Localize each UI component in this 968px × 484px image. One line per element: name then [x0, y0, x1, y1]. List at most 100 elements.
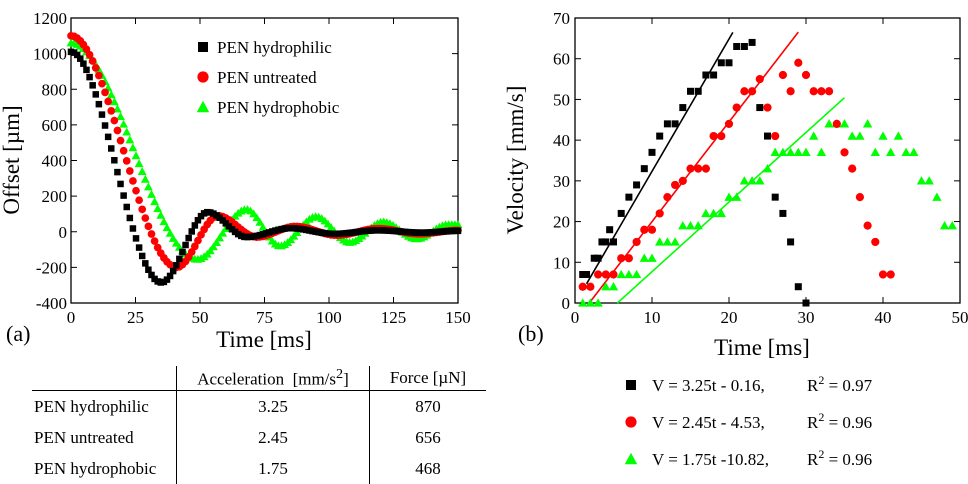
y-tick-label: -200	[36, 258, 67, 277]
data-point	[132, 187, 140, 195]
data-point	[127, 215, 134, 222]
data-point	[795, 283, 802, 290]
data-point	[114, 169, 121, 176]
data-point	[122, 128, 131, 136]
data-point	[120, 192, 127, 199]
data-point	[606, 226, 613, 233]
data-point	[123, 204, 130, 211]
data-point	[764, 133, 771, 140]
r-label: R	[807, 376, 819, 395]
series-pen-hydrophobic	[578, 119, 957, 306]
data-point	[686, 165, 694, 173]
data-point	[617, 254, 625, 262]
x-tick-label: 150	[445, 308, 471, 327]
data-point	[148, 230, 156, 238]
data-point	[848, 131, 857, 139]
data-point	[135, 196, 143, 204]
data-point	[718, 59, 725, 66]
offset-chart-x-axis-title: Time [ms]	[216, 327, 312, 352]
data-point	[594, 270, 602, 278]
fit-equation: V = 3.25t - 0.16,	[652, 376, 765, 395]
data-point	[95, 72, 103, 80]
legend-label: PEN hydrophobic	[217, 98, 340, 117]
data-point	[778, 148, 787, 156]
table-header-acceleration: Acceleration [mm/s2]	[177, 366, 370, 391]
table-cell-sample: PEN hydrophobic	[32, 453, 177, 484]
data-point	[132, 151, 141, 159]
data-point	[824, 119, 833, 127]
table-row: PEN hydrophilic 3.25 870	[32, 391, 486, 423]
table-cell-acceleration: 1.75	[177, 453, 370, 484]
legend-label: PEN hydrophilic	[217, 38, 332, 57]
data-point	[925, 176, 934, 184]
data-point	[150, 197, 159, 205]
y-tick-label: 1200	[33, 9, 67, 28]
data-point	[694, 221, 703, 229]
data-point	[595, 255, 602, 262]
data-point	[139, 253, 146, 260]
data-point	[153, 204, 162, 212]
data-point	[98, 80, 106, 88]
table-cell-acceleration: 3.25	[177, 391, 370, 423]
data-point	[710, 132, 718, 140]
data-point	[871, 238, 879, 246]
data-point	[188, 228, 195, 235]
data-point	[779, 210, 786, 217]
data-point	[848, 165, 856, 173]
data-point	[93, 91, 100, 98]
data-point	[625, 194, 632, 201]
data-point	[772, 194, 779, 201]
data-point	[609, 282, 618, 290]
data-point	[173, 262, 180, 269]
data-point	[810, 87, 818, 95]
data-point	[110, 117, 118, 125]
data-point	[102, 122, 109, 129]
data-point	[123, 157, 131, 165]
data-point	[89, 82, 96, 89]
data-point	[894, 131, 903, 139]
data-point	[129, 143, 138, 151]
data-point	[86, 74, 93, 81]
data-point	[107, 107, 115, 115]
data-point	[663, 237, 672, 245]
data-point	[89, 57, 97, 65]
data-point	[656, 133, 663, 140]
data-point	[185, 235, 192, 242]
table-row: PEN untreated 2.45 656	[32, 422, 486, 453]
data-point	[647, 254, 656, 262]
data-point	[136, 244, 143, 251]
table-cell-force: 656	[370, 422, 487, 453]
fit-r-squared: R2 = 0.97	[807, 373, 873, 395]
data-point	[940, 221, 949, 229]
x-tick-label: 75	[256, 308, 273, 327]
data-point	[126, 167, 134, 175]
data-point	[725, 120, 733, 128]
data-point	[748, 87, 756, 95]
data-point	[144, 183, 153, 191]
r-value: = 0.97	[824, 376, 872, 395]
data-point	[886, 148, 895, 156]
legend-label: PEN untreated	[217, 68, 317, 87]
data-point	[655, 237, 664, 245]
circle-marker-icon	[625, 416, 636, 427]
triangle-marker-icon	[625, 453, 638, 465]
y-tick-label: 70	[553, 9, 570, 28]
data-point	[641, 165, 648, 172]
data-point	[855, 131, 864, 139]
series-pen-hydrophilic	[579, 39, 809, 307]
data-point	[114, 127, 122, 135]
data-point	[726, 59, 733, 66]
data-point	[695, 88, 702, 95]
data-point	[586, 283, 594, 291]
x-tick-label: 0	[67, 308, 76, 327]
table-cell-sample: PEN untreated	[32, 422, 177, 453]
data-point	[176, 256, 183, 263]
fit-legend-entry: V = 3.25t - 0.16, R2 = 0.97	[626, 373, 873, 395]
data-point	[686, 221, 695, 229]
data-point	[717, 132, 725, 140]
table-cell-sample: PEN hydrophilic	[32, 391, 177, 423]
data-point	[141, 175, 150, 183]
data-point	[756, 75, 764, 83]
data-point	[887, 270, 895, 278]
